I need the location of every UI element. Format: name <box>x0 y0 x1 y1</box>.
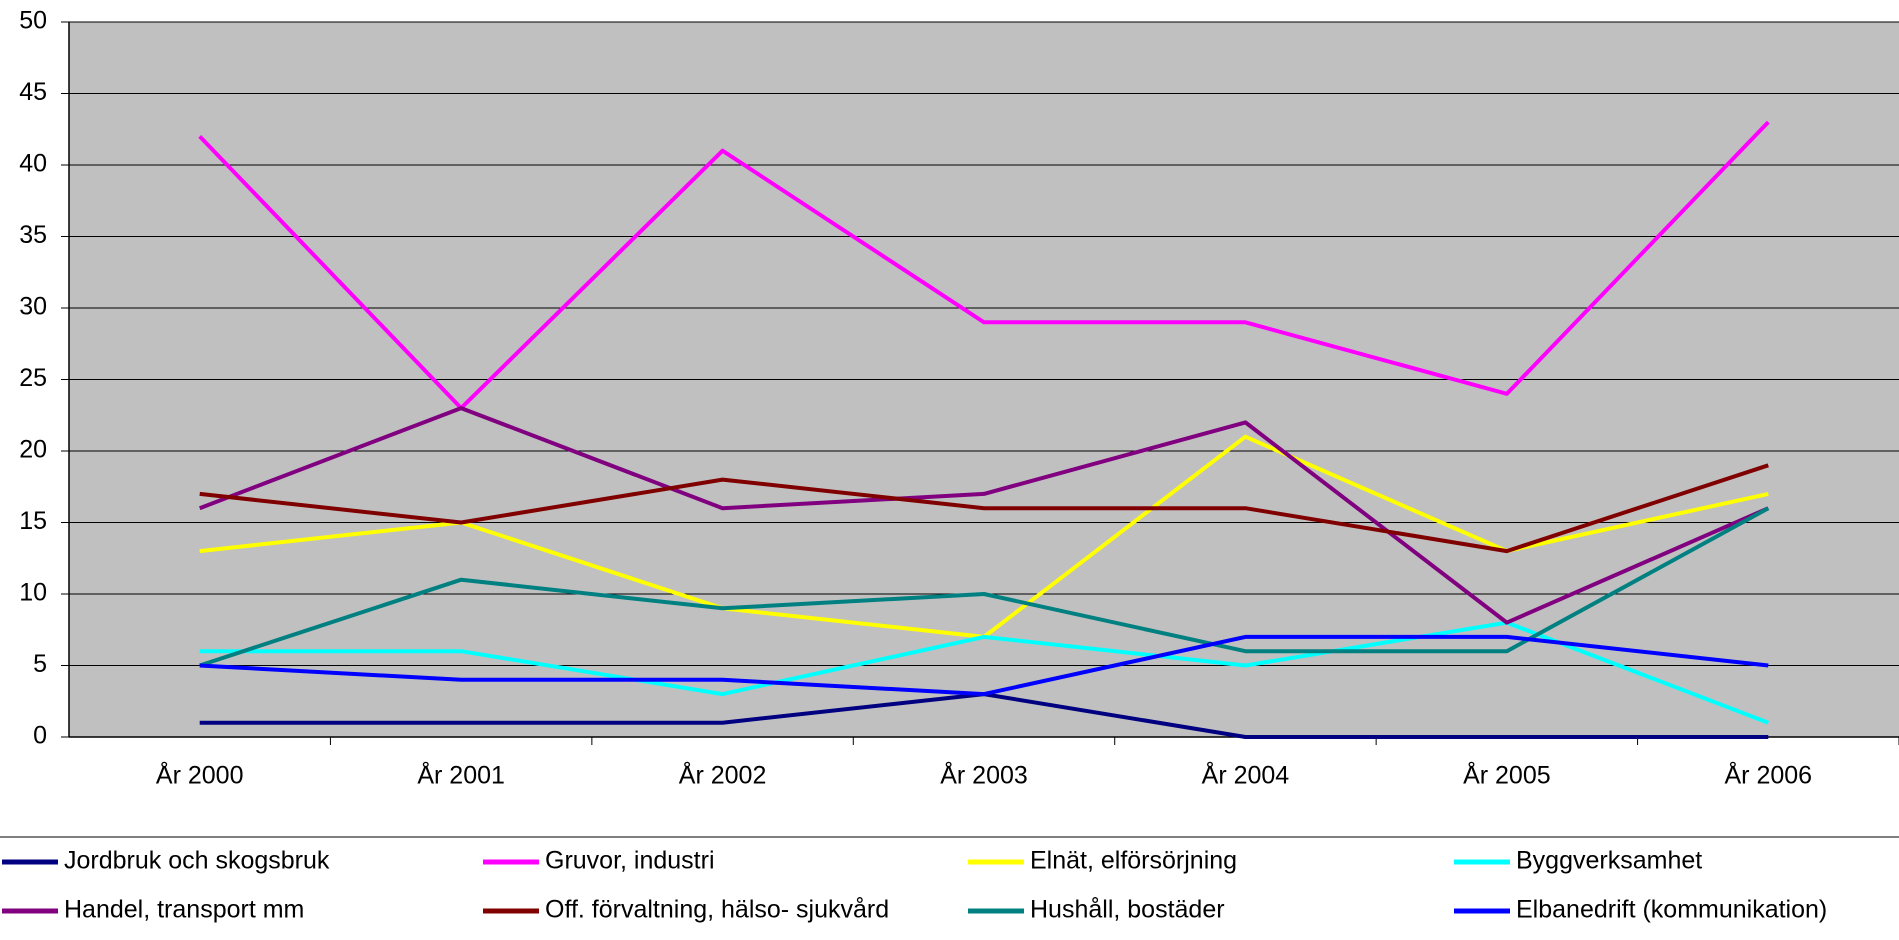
legend-label: Elbanedrift (kommunikation) <box>1516 896 1827 924</box>
series-line <box>198 406 1770 625</box>
y-tick-label: 45 <box>19 78 47 106</box>
x-tick-label: År 2006 <box>1725 760 1813 790</box>
x-tick-label: År 2001 <box>417 760 505 790</box>
series-line <box>199 634 1769 697</box>
y-tick-label: 5 <box>33 650 47 678</box>
y-tick-label: 50 <box>19 7 47 35</box>
series-line <box>199 463 1769 554</box>
y-tick-label: 35 <box>19 221 47 249</box>
x-tick-label: År 2005 <box>1463 760 1551 790</box>
y-tick-label: 15 <box>19 507 47 535</box>
x-tick-label: År 2003 <box>940 760 1028 790</box>
y-tick-label: 10 <box>19 579 47 607</box>
legend-label: Handel, transport mm <box>64 896 304 924</box>
y-tick-label: 40 <box>19 150 47 178</box>
x-tick-label: År 2000 <box>156 760 244 790</box>
legend-label: Jordbruk och skogsbruk <box>64 847 330 875</box>
legend-label: Off. förvaltning, hälso- sjukvård <box>545 896 889 924</box>
legend-label: Gruvor, industri <box>545 847 715 875</box>
y-tick-label: 30 <box>19 293 47 321</box>
x-tick-label: År 2002 <box>679 760 767 790</box>
series-line <box>199 506 1770 668</box>
x-tick-label: År 2004 <box>1202 760 1290 790</box>
y-tick-label: 20 <box>19 436 47 464</box>
legend-label: Byggverksamhet <box>1516 847 1702 875</box>
y-tick-label: 25 <box>19 364 47 392</box>
legend-label: Hushåll, bostäder <box>1030 896 1225 924</box>
legend-label: Elnät, elförsörjning <box>1030 847 1237 875</box>
y-tick-label: 0 <box>33 722 47 750</box>
